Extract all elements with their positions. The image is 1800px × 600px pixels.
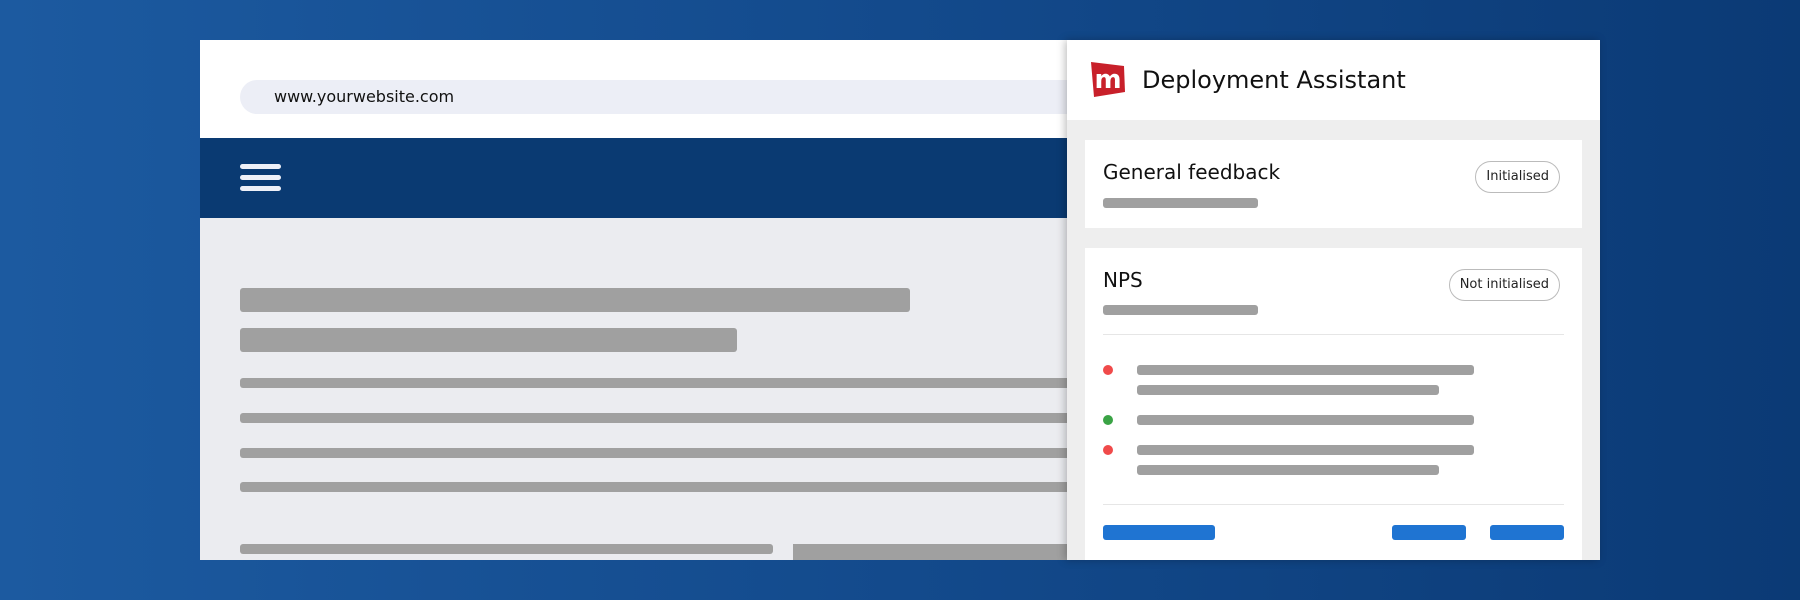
check-line-placeholder bbox=[1137, 385, 1439, 395]
check-line-placeholder bbox=[1137, 445, 1474, 455]
status-badge: Initialised bbox=[1475, 161, 1560, 193]
panel-header: m Deployment Assistant bbox=[1067, 40, 1600, 120]
ok-status-dot-icon bbox=[1103, 415, 1113, 425]
card-general-feedback[interactable]: General feedback Initialised bbox=[1085, 140, 1582, 228]
address-bar[interactable]: www.yourwebsite.com bbox=[240, 80, 1140, 114]
subheading-placeholder bbox=[240, 328, 737, 352]
divider bbox=[1103, 334, 1564, 335]
card-title: NPS bbox=[1103, 268, 1143, 292]
text-line-placeholder bbox=[240, 448, 1140, 458]
error-status-dot-icon bbox=[1103, 445, 1113, 455]
description-placeholder bbox=[1103, 305, 1258, 315]
primary-action-button[interactable] bbox=[1103, 525, 1215, 540]
text-line-placeholder bbox=[240, 413, 1140, 423]
check-line-placeholder bbox=[1137, 465, 1439, 475]
divider bbox=[1103, 504, 1564, 505]
check-line-placeholder bbox=[1137, 415, 1474, 425]
text-line-placeholder bbox=[240, 378, 1140, 388]
description-placeholder bbox=[1103, 198, 1258, 208]
secondary-action-button[interactable] bbox=[1392, 525, 1466, 540]
deployment-assistant-panel: m Deployment Assistant General feedback … bbox=[1067, 40, 1600, 560]
hamburger-icon[interactable] bbox=[240, 164, 281, 192]
brand-logo-icon: m bbox=[1091, 62, 1125, 97]
svg-text:m: m bbox=[1094, 65, 1121, 95]
check-line-placeholder bbox=[1137, 365, 1474, 375]
error-status-dot-icon bbox=[1103, 365, 1113, 375]
status-badge: Not initialised bbox=[1448, 269, 1560, 301]
text-line-placeholder bbox=[240, 544, 773, 554]
card-nps[interactable]: NPS Not initialised bbox=[1085, 248, 1582, 560]
panel-title: Deployment Assistant bbox=[1142, 66, 1406, 94]
text-line-placeholder bbox=[240, 482, 1140, 492]
card-title: General feedback bbox=[1103, 160, 1281, 184]
heading-placeholder bbox=[240, 288, 910, 312]
confirm-action-button[interactable] bbox=[1490, 525, 1564, 540]
